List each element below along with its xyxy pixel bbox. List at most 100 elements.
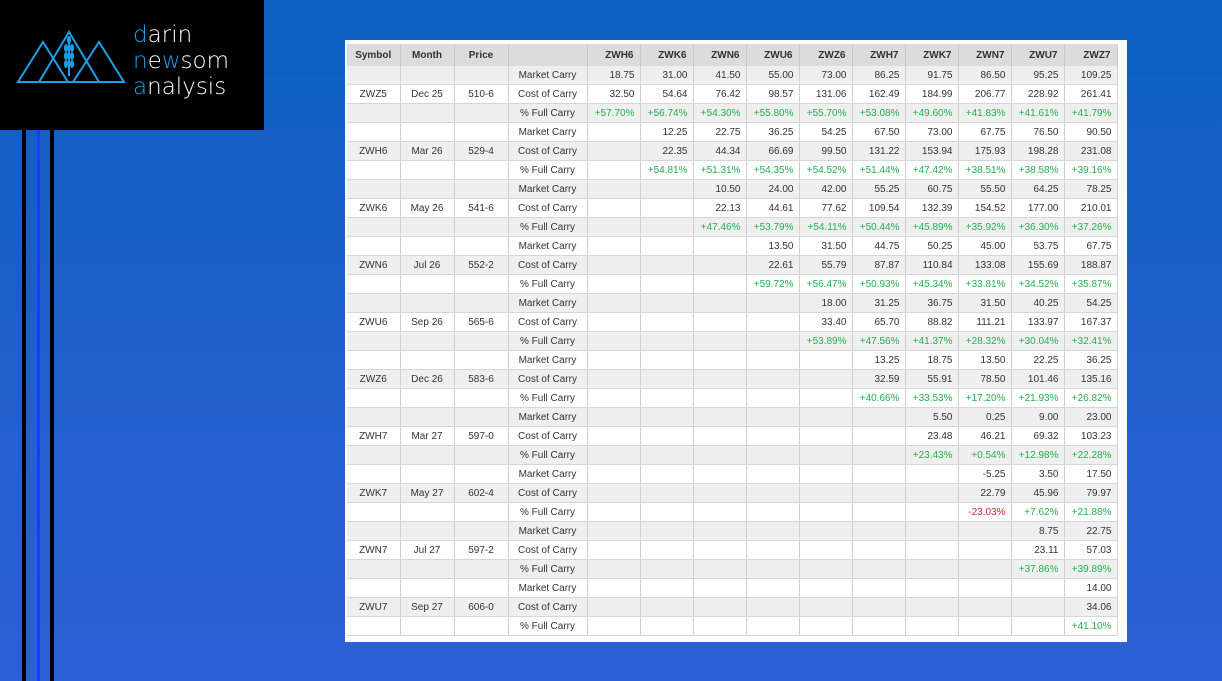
table-row: Market Carry 12.25 22.75 36.25 54.25 67.50 73.… — [347, 122, 1118, 142]
market-carry-cell: 22.75 — [693, 122, 747, 142]
percent-full-carry-cell — [746, 502, 800, 522]
price-cell — [454, 103, 509, 123]
cost-of-carry-cell: 98.57 — [746, 84, 800, 104]
market-carry-cell: 18.75 — [905, 350, 959, 370]
month-cell — [400, 502, 455, 522]
table-row: % Full Carry +41.10% — [347, 616, 1118, 636]
month-cell — [400, 388, 455, 408]
cost-of-carry-cell — [587, 198, 641, 218]
percent-full-carry-cell: +59.72% — [746, 274, 800, 294]
market-carry-cell: 78.25 — [1064, 179, 1118, 199]
symbol-cell: ZWZ6 — [347, 369, 401, 389]
percent-full-carry-cell — [587, 217, 641, 237]
market-carry-cell: 60.75 — [905, 179, 959, 199]
percent-full-carry-cell — [587, 160, 641, 180]
month-cell: Dec 26 — [400, 369, 455, 389]
row-label-cell: Market Carry — [508, 464, 588, 484]
market-carry-cell — [799, 350, 853, 370]
percent-full-carry-cell: +51.44% — [852, 160, 906, 180]
cost-of-carry-cell: 133.97 — [1011, 312, 1065, 332]
cost-of-carry-cell — [905, 540, 959, 560]
month-cell — [400, 274, 455, 294]
market-carry-cell: 109.25 — [1064, 66, 1118, 85]
percent-full-carry-cell — [852, 445, 906, 465]
cost-of-carry-cell — [905, 597, 959, 617]
table-row: % Full Carry +40.66% +33.53% +17.20% +21.93%… — [347, 388, 1118, 408]
table-row: Market Carry 10.50 24.00 42.00 55.25 60.75 55.… — [347, 179, 1118, 199]
column-header-zwk6: ZWK6 — [640, 44, 694, 66]
percent-full-carry-cell: +54.11% — [799, 217, 853, 237]
row-label-cell: Cost of Carry — [508, 312, 588, 332]
market-carry-cell: 13.50 — [958, 350, 1012, 370]
price-cell — [454, 274, 509, 294]
percent-full-carry-cell — [640, 274, 694, 294]
percent-full-carry-cell: +21.88% — [1064, 502, 1118, 522]
market-carry-cell: 9.00 — [1011, 407, 1065, 427]
market-carry-cell: 36.25 — [746, 122, 800, 142]
cost-of-carry-cell: 22.35 — [640, 141, 694, 161]
cost-of-carry-cell: 154.52 — [958, 198, 1012, 218]
row-label-cell: % Full Carry — [508, 502, 588, 522]
table-row: Market Carry 18.75 31.00 41.50 55.00 73.00 86.… — [347, 66, 1118, 85]
month-cell: Dec 25 — [400, 84, 455, 104]
price-cell — [454, 559, 509, 579]
cost-of-carry-cell: 135.16 — [1064, 369, 1118, 389]
percent-full-carry-cell: +28.32% — [958, 331, 1012, 351]
month-cell — [400, 350, 455, 370]
cost-of-carry-cell — [587, 540, 641, 560]
row-label-cell: Market Carry — [508, 293, 588, 313]
cost-of-carry-cell — [746, 540, 800, 560]
cost-of-carry-cell — [693, 369, 747, 389]
market-carry-cell: 54.25 — [1064, 293, 1118, 313]
month-cell — [400, 464, 455, 484]
market-carry-cell: 67.75 — [958, 122, 1012, 142]
cost-of-carry-cell — [746, 597, 800, 617]
percent-full-carry-cell: +40.66% — [852, 388, 906, 408]
cost-of-carry-cell: 45.96 — [1011, 483, 1065, 503]
market-carry-cell: 36.75 — [905, 293, 959, 313]
market-carry-cell: 44.75 — [852, 236, 906, 256]
cost-of-carry-cell — [693, 312, 747, 332]
percent-full-carry-cell: +47.46% — [693, 217, 747, 237]
market-carry-cell: 31.00 — [640, 66, 694, 85]
symbol-cell: ZWU6 — [347, 312, 401, 332]
percent-full-carry-cell — [587, 274, 641, 294]
market-carry-cell — [746, 293, 800, 313]
market-carry-cell — [587, 464, 641, 484]
percent-full-carry-cell: +12.98% — [1011, 445, 1065, 465]
symbol-cell: ZWK6 — [347, 198, 401, 218]
symbol-cell — [347, 388, 401, 408]
price-cell: 565-6 — [454, 312, 509, 332]
month-cell: Sep 27 — [400, 597, 455, 617]
cost-of-carry-cell: 55.91 — [905, 369, 959, 389]
cost-of-carry-cell — [693, 255, 747, 275]
symbol-cell — [347, 331, 401, 351]
cost-of-carry-cell: 69.32 — [1011, 426, 1065, 446]
symbol-cell: ZWN7 — [347, 540, 401, 560]
month-cell — [400, 122, 455, 142]
percent-full-carry-cell — [587, 502, 641, 522]
percent-full-carry-cell: +39.16% — [1064, 160, 1118, 180]
cost-of-carry-cell: 32.50 — [587, 84, 641, 104]
market-carry-cell: 24.00 — [746, 179, 800, 199]
table-row: ZWN7 Jul 27 597-2 Cost of Carry 23.11 57.03 — [347, 540, 1118, 560]
table-row: % Full Carry +47.46% +53.79% +54.11% +50.44%… — [347, 217, 1118, 237]
month-cell: May 27 — [400, 483, 455, 503]
percent-full-carry-cell: +21.93% — [1011, 388, 1065, 408]
table-row: % Full Carry +59.72% +56.47% +50.93% +45.34%… — [347, 274, 1118, 294]
market-carry-cell — [640, 578, 694, 598]
cost-of-carry-cell: 22.13 — [693, 198, 747, 218]
cost-of-carry-cell: 206.77 — [958, 84, 1012, 104]
symbol-cell — [347, 66, 401, 85]
percent-full-carry-cell: +37.26% — [1064, 217, 1118, 237]
cost-of-carry-cell — [587, 426, 641, 446]
market-carry-cell: 90.50 — [1064, 122, 1118, 142]
market-carry-cell — [693, 293, 747, 313]
decorative-line — [50, 130, 54, 681]
month-cell — [400, 293, 455, 313]
price-cell — [454, 616, 509, 636]
market-carry-cell: 41.50 — [693, 66, 747, 85]
percent-full-carry-cell — [587, 331, 641, 351]
price-cell — [454, 521, 509, 541]
cost-of-carry-cell — [746, 483, 800, 503]
